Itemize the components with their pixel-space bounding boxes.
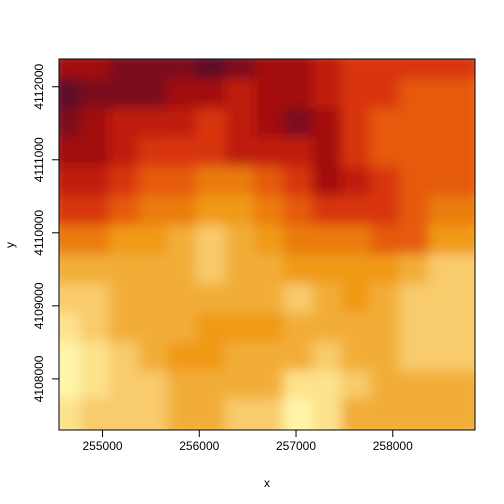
y-tick-label: 4110000 [32, 210, 46, 256]
x-tick-label: 256000 [179, 439, 219, 453]
y-tick-label: 4112000 [32, 64, 46, 110]
x-tick-label: 255000 [83, 439, 123, 453]
x-axis: 255000 256000 257000 258000 [83, 429, 413, 453]
y-axis-title: y [3, 242, 17, 248]
y-axis: 4108000 4109000 4110000 4111000 4112000 [32, 64, 60, 402]
y-tick-label: 4111000 [32, 137, 46, 182]
x-tick-label: 257000 [276, 439, 316, 453]
x-axis-title: x [264, 476, 270, 490]
raster-cell [428, 398, 475, 430]
y-tick-label: 4109000 [32, 282, 46, 329]
x-tick-label: 258000 [373, 439, 413, 453]
y-tick-label: 4108000 [32, 355, 46, 402]
raster-image [59, 59, 475, 430]
